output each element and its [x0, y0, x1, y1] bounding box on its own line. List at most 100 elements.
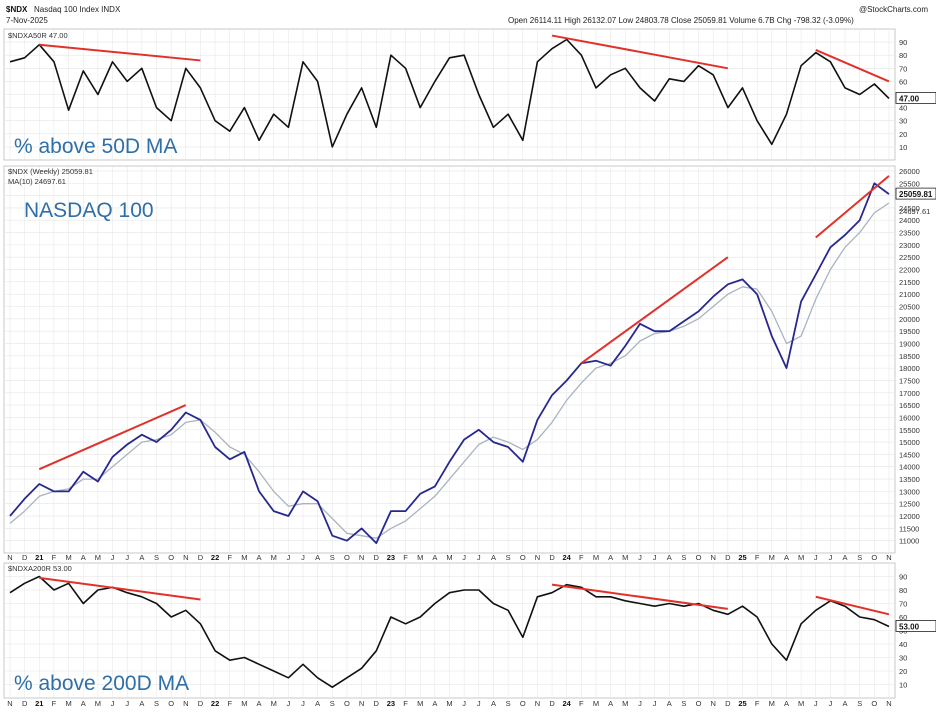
x-month-label: M [241, 699, 247, 708]
x-month-label: F [579, 699, 584, 708]
trendline [580, 256, 729, 365]
y-tick-label: 90 [899, 38, 907, 47]
x-month-label: A [608, 553, 613, 562]
x-month-label: F [52, 699, 57, 708]
trendline [38, 404, 187, 471]
x-month-label: A [315, 553, 320, 562]
x-month-label: J [286, 553, 290, 562]
x-month-label: J [477, 699, 481, 708]
panel-pct-above-200d: 10203040506070809053.00 [3, 562, 936, 699]
x-month-label: J [829, 699, 833, 708]
x-month-label: J [286, 699, 290, 708]
x-month-label: J [301, 553, 305, 562]
x-month-label: A [315, 699, 320, 708]
x-month-label: D [725, 553, 731, 562]
x-month-label: A [139, 553, 144, 562]
x-month-label: A [667, 553, 672, 562]
legend-bot: $NDXA200R 53.00 [8, 564, 72, 573]
x-month-label: J [462, 699, 466, 708]
last-value-label: 25059.81 [899, 190, 933, 199]
x-month-label: M [241, 553, 247, 562]
x-month-label: O [871, 699, 877, 708]
y-tick-label: 16500 [899, 401, 920, 410]
x-month-label: O [344, 699, 350, 708]
x-month-label: D [198, 553, 204, 562]
y-tick-label: 30 [899, 654, 907, 663]
last-value-badge [895, 187, 936, 200]
y-tick-label: 30 [899, 117, 907, 126]
y-tick-label: 26000 [899, 167, 920, 176]
last-value-label: 47.00 [899, 94, 920, 103]
series-line--ndx-weekly- [9, 182, 890, 544]
x-month-label: A [667, 699, 672, 708]
y-tick-label: 15000 [899, 438, 920, 447]
x-month-label: A [81, 699, 86, 708]
x-month-label: A [432, 553, 437, 562]
header-name: Nasdaq 100 Index INDX [34, 5, 121, 14]
x-month-label: J [125, 553, 129, 562]
y-tick-label: 80 [899, 586, 907, 595]
x-month-label: M [769, 699, 775, 708]
x-month-label: F [52, 553, 57, 562]
x-month-label: M [798, 699, 804, 708]
x-month-label: S [506, 699, 511, 708]
y-tick-label: 12500 [899, 500, 920, 509]
x-month-label: J [125, 699, 129, 708]
y-tick-label: 10 [899, 143, 907, 152]
x-month-label: O [520, 699, 526, 708]
x-month-label: S [330, 699, 335, 708]
x-month-label: N [535, 553, 540, 562]
header-symbol: $NDX [6, 5, 28, 14]
x-month-label: M [95, 699, 101, 708]
y-tick-label: 21500 [899, 278, 920, 287]
series-line--ndxa200r [9, 575, 890, 689]
x-month-label: A [139, 699, 144, 708]
y-tick-label: 10 [899, 681, 907, 690]
y-tick-label: 18000 [899, 364, 920, 373]
x-month-label: S [857, 699, 862, 708]
y-tick-label: 70 [899, 64, 907, 73]
x-month-label: F [403, 699, 408, 708]
x-month-label: J [462, 553, 466, 562]
y-tick-label: 80 [899, 51, 907, 60]
header-ohlc: Open 26114.11 High 26132.07 Low 24803.78… [508, 16, 854, 25]
x-month-label: F [403, 553, 408, 562]
x-month-label: A [784, 553, 789, 562]
y-tick-label: 70 [899, 600, 907, 609]
x-month-label: O [168, 553, 174, 562]
x-month-label: M [769, 553, 775, 562]
x-month-label: M [65, 699, 71, 708]
x-year-label: 24 [563, 699, 572, 708]
x-month-label: M [95, 553, 101, 562]
overlay-label-top: % above 50D MA [14, 135, 177, 158]
x-month-label: J [638, 553, 642, 562]
y-tick-label: 20000 [899, 315, 920, 324]
series-line-ma-10- [9, 202, 890, 539]
y-tick-label: 11500 [899, 524, 919, 533]
y-tick-label: 13500 [899, 475, 920, 484]
x-month-label: M [622, 553, 628, 562]
x-month-label: M [446, 699, 452, 708]
x-month-label: M [446, 553, 452, 562]
x-month-label: N [7, 553, 12, 562]
x-month-label: A [81, 553, 86, 562]
x-month-label: M [798, 553, 804, 562]
x-month-label: D [549, 699, 555, 708]
y-tick-label: 15500 [899, 426, 920, 435]
x-month-label: F [755, 699, 760, 708]
y-tick-label: 13000 [899, 487, 920, 496]
trendline [815, 49, 890, 83]
x-year-label: 23 [387, 699, 395, 708]
x-year-label: 23 [387, 553, 395, 562]
y-tick-label: 19000 [899, 339, 920, 348]
x-month-label: S [154, 553, 159, 562]
panel-pct-above-50d: 10203040506070809047.00 [3, 28, 936, 161]
y-tick-label: 40 [899, 104, 907, 113]
x-month-label: S [857, 553, 862, 562]
x-month-label: N [710, 553, 715, 562]
overlay-label-mid: NASDAQ 100 [24, 199, 154, 222]
legend-mid-ma: MA(10) 24697.61 [8, 177, 66, 186]
x-month-label: D [198, 699, 204, 708]
y-tick-label: 22500 [899, 253, 920, 262]
